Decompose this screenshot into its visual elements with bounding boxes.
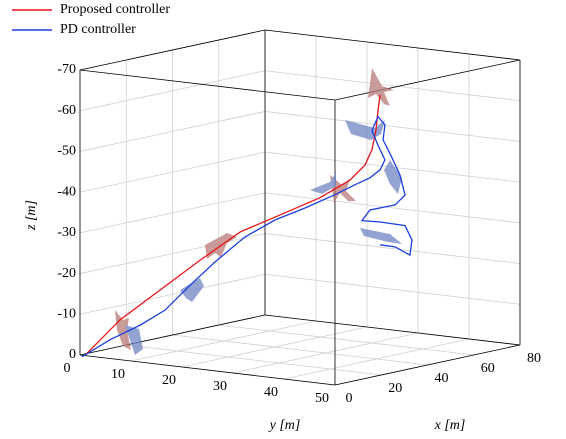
- x-tick-label: 60: [481, 361, 495, 376]
- trajectory: [81, 115, 413, 358]
- z-tick-label: -20: [57, 266, 76, 281]
- grid-line: [79, 273, 266, 315]
- z-tick-label: -70: [57, 62, 76, 77]
- z-tick-label: -60: [57, 103, 76, 118]
- z-tick-label: -50: [57, 144, 76, 159]
- grid-line: [172, 334, 428, 366]
- x-axis-label: x [m]: [434, 418, 466, 433]
- aircraft: [125, 325, 143, 355]
- x-tick-label: 80: [527, 351, 541, 366]
- legend-label: Proposed controller: [60, 2, 170, 17]
- grid-line: [264, 70, 521, 102]
- box-edge: [79, 314, 266, 356]
- x-tick-label: 0: [346, 391, 353, 406]
- grid-line: [264, 192, 521, 224]
- x-tick-label: 20: [388, 381, 402, 396]
- y-tick-label: 0: [64, 361, 71, 376]
- y-tick-label: 30: [213, 379, 227, 394]
- aircraft: [384, 160, 402, 194]
- legend-label: PD controller: [60, 22, 136, 37]
- grid-line: [79, 151, 266, 193]
- grid-line: [218, 324, 474, 356]
- aircraft: [330, 175, 356, 203]
- y-tick-label: 20: [162, 373, 176, 388]
- grid-line: [79, 192, 266, 234]
- x-tick-label: 40: [435, 371, 449, 386]
- aircraft: [360, 228, 402, 244]
- box-edge: [79, 69, 336, 101]
- grid-line: [264, 233, 521, 264]
- grid-line: [181, 326, 368, 368]
- aircraft: [310, 172, 336, 194]
- aircraft-icons: [115, 68, 402, 355]
- grid-line: [126, 344, 382, 376]
- y-tick-label: 10: [111, 367, 125, 382]
- box-edge: [264, 314, 521, 346]
- grid-line: [264, 111, 521, 142]
- z-tick-label: -40: [57, 184, 76, 199]
- grid-line: [283, 338, 470, 380]
- grid-line: [79, 70, 266, 112]
- box-edge: [264, 29, 521, 61]
- z-tick-label: -10: [57, 307, 76, 322]
- z-tick-label: -30: [57, 225, 76, 240]
- z-tick-label: 0: [69, 347, 76, 362]
- y-tick-label: 50: [315, 391, 329, 406]
- aircraft: [180, 278, 204, 302]
- box-edge: [334, 59, 521, 101]
- grid-line: [79, 233, 266, 274]
- box-edge: [79, 29, 266, 71]
- box-edge: [79, 354, 336, 386]
- z-axis-label: z [m]: [24, 200, 39, 231]
- grid-line: [79, 111, 266, 152]
- trajectory: [84, 94, 381, 356]
- box-edge: [334, 344, 521, 386]
- y-tick-label: 40: [264, 385, 278, 400]
- grid-line: [264, 273, 521, 305]
- grid-line: [232, 332, 419, 374]
- aircraft: [368, 68, 394, 106]
- grid-line: [130, 320, 317, 362]
- y-axis-label: y [m]: [268, 418, 301, 433]
